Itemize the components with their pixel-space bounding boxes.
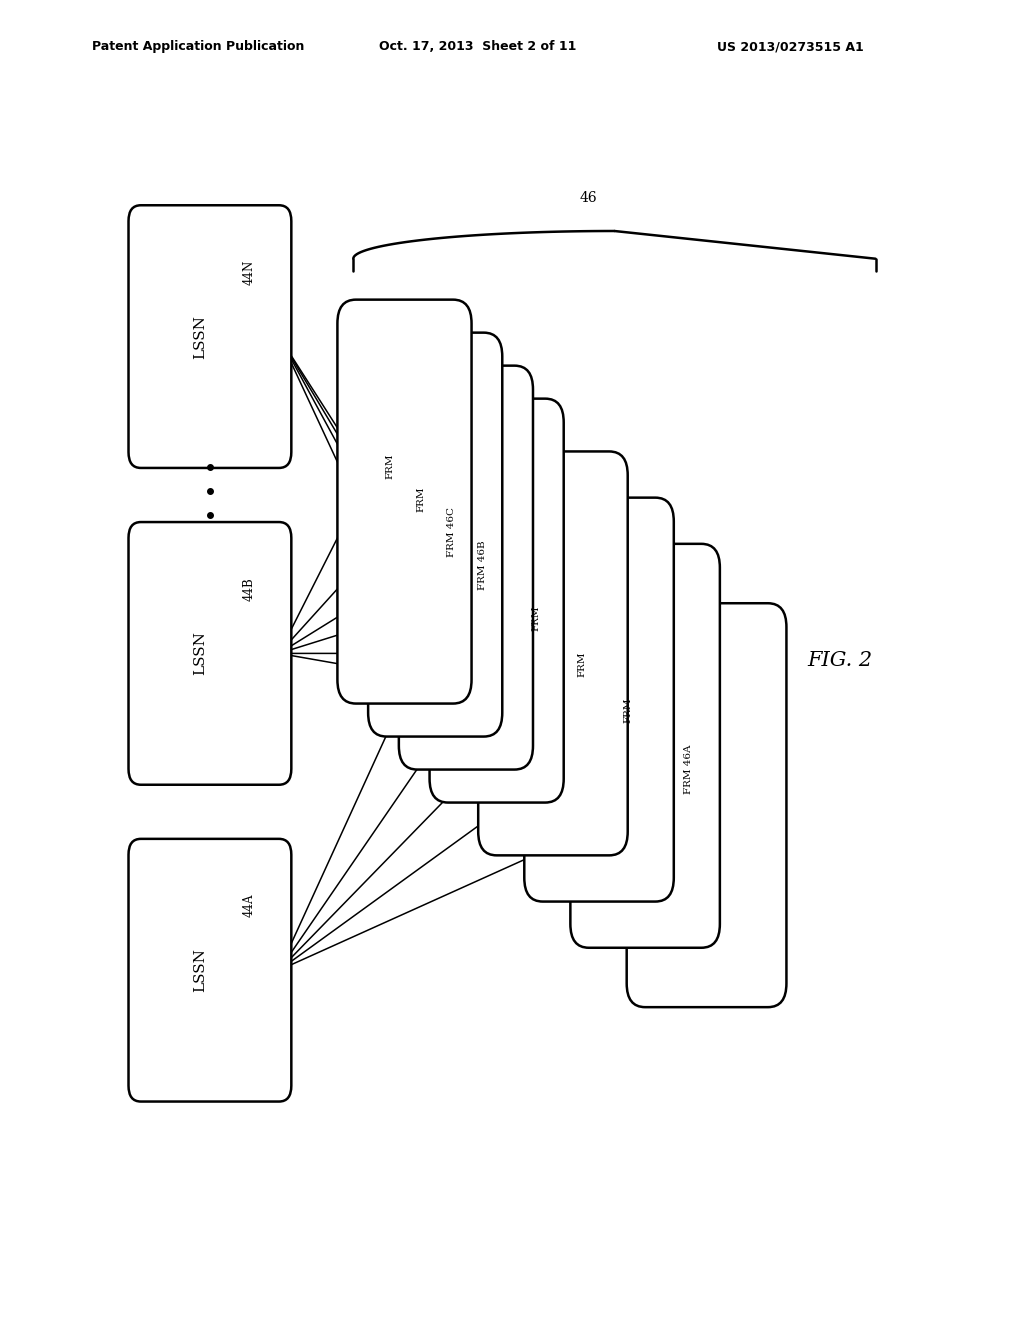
Text: 44B: 44B: [242, 577, 255, 601]
Text: 44A: 44A: [242, 894, 255, 917]
Text: LSSN: LSSN: [193, 631, 207, 676]
Text: LSSN: LSSN: [193, 314, 207, 359]
Text: 46: 46: [580, 190, 598, 205]
Text: FRM: FRM: [416, 486, 425, 512]
Text: FRM: FRM: [624, 697, 633, 723]
FancyBboxPatch shape: [369, 333, 502, 737]
Text: 44N: 44N: [242, 259, 255, 285]
FancyBboxPatch shape: [338, 300, 471, 704]
Text: FRM: FRM: [531, 605, 541, 631]
Text: FIG. 2: FIG. 2: [807, 651, 872, 669]
Text: FRM: FRM: [578, 651, 587, 677]
FancyBboxPatch shape: [399, 366, 532, 770]
FancyBboxPatch shape: [128, 840, 291, 1101]
FancyBboxPatch shape: [430, 399, 563, 803]
Text: Oct. 17, 2013  Sheet 2 of 11: Oct. 17, 2013 Sheet 2 of 11: [379, 40, 577, 53]
Text: LSSN: LSSN: [193, 948, 207, 993]
Text: FRM: FRM: [385, 453, 394, 479]
FancyBboxPatch shape: [478, 451, 628, 855]
Text: FRM 46C: FRM 46C: [446, 507, 456, 557]
Text: FRM 46B: FRM 46B: [477, 540, 486, 590]
Text: US 2013/0273515 A1: US 2013/0273515 A1: [717, 40, 863, 53]
FancyBboxPatch shape: [128, 206, 291, 469]
FancyBboxPatch shape: [128, 523, 291, 784]
FancyBboxPatch shape: [570, 544, 720, 948]
FancyBboxPatch shape: [524, 498, 674, 902]
Text: Patent Application Publication: Patent Application Publication: [92, 40, 304, 53]
FancyBboxPatch shape: [627, 603, 786, 1007]
Text: FRM 46A: FRM 46A: [684, 744, 692, 795]
